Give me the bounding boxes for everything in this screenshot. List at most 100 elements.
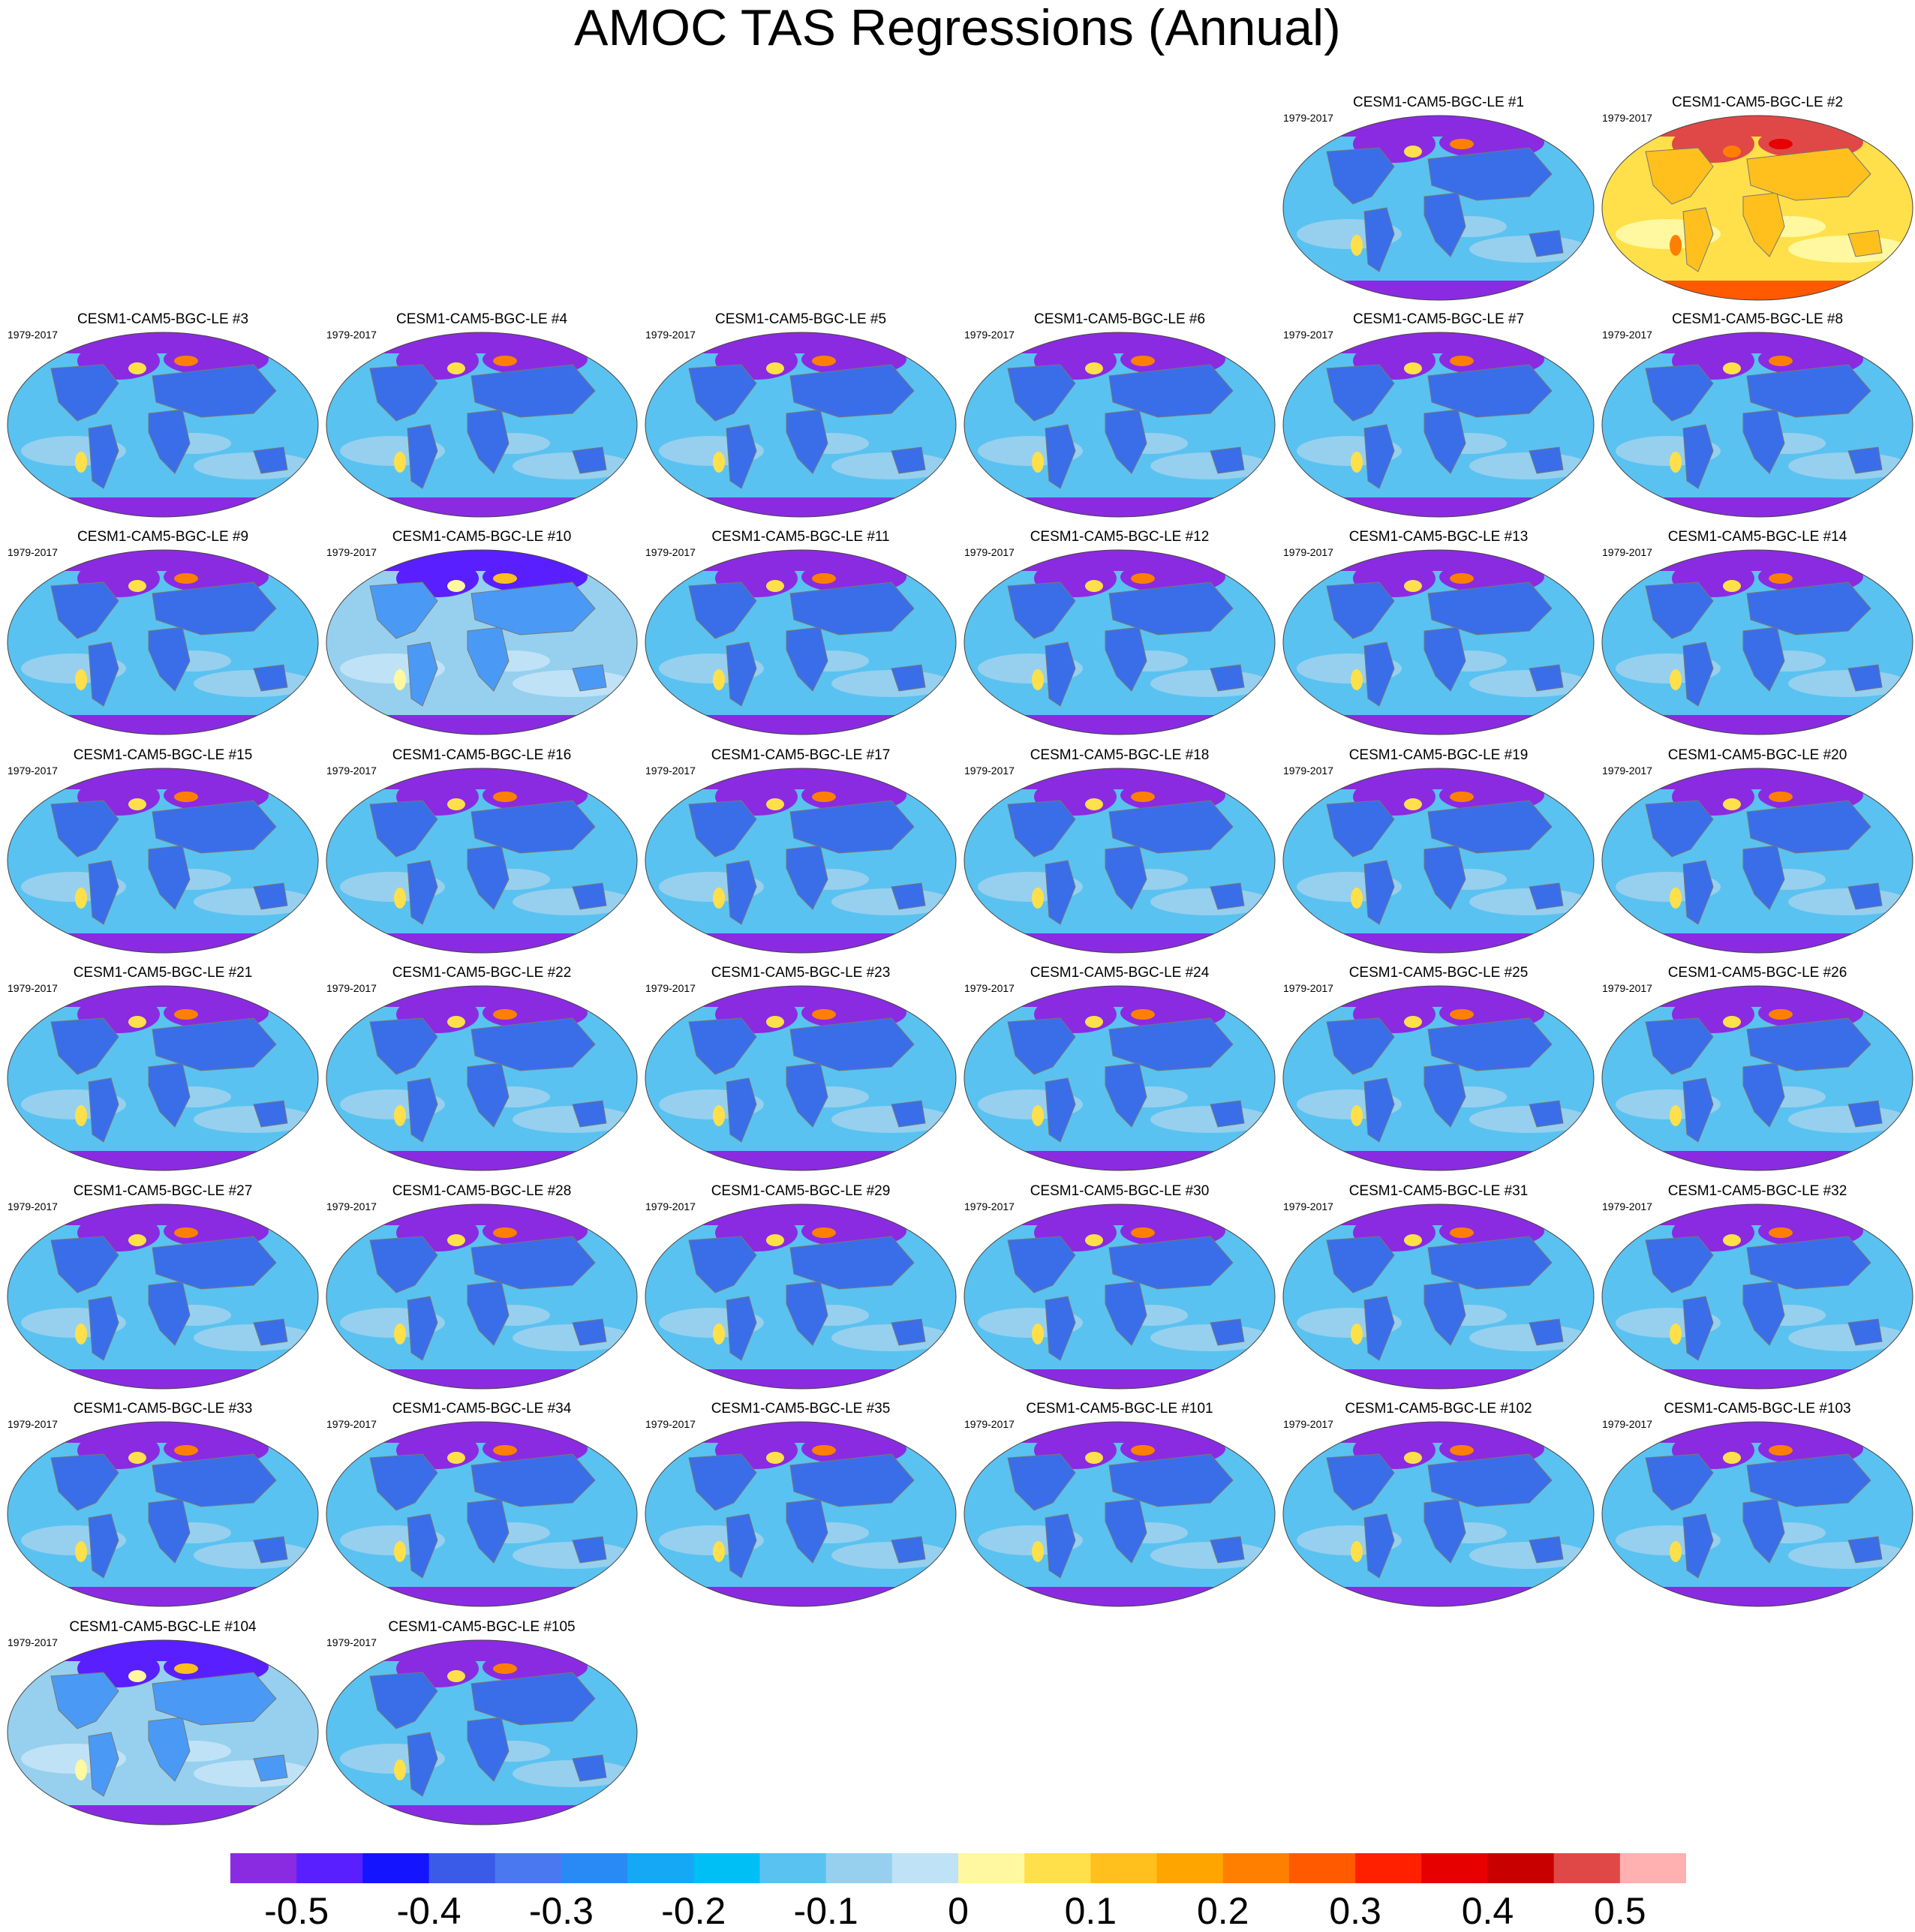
panel-title: CESM1-CAM5-BGC-LE #19 — [1348, 747, 1529, 763]
colorbar-bin — [362, 1853, 430, 1883]
panel-period: 1979-2017 — [8, 764, 58, 777]
world-map — [326, 1421, 638, 1607]
colorbar-tick-label: 0 — [948, 1890, 969, 1932]
map-panel: CESM1-CAM5-BGC-LE #102 1979-2017 — [1282, 1402, 1595, 1623]
map-panel: CESM1-CAM5-BGC-LE #7 1979-2017 — [1282, 311, 1595, 533]
map-panel: CESM1-CAM5-BGC-LE #21 1979-2017 — [6, 966, 320, 1187]
colorbar-tick-label: 0.3 — [1329, 1890, 1381, 1932]
colorbar-bin — [759, 1853, 827, 1883]
panel-title: CESM1-CAM5-BGC-LE #8 — [1671, 311, 1844, 327]
map-panel: CESM1-CAM5-BGC-LE #19 1979-2017 — [1282, 747, 1595, 969]
colorbar-bin — [230, 1853, 297, 1883]
world-map — [1282, 768, 1595, 953]
panel-period: 1979-2017 — [964, 546, 1015, 558]
world-map — [1601, 549, 1913, 735]
panel-title: CESM1-CAM5-BGC-LE #26 — [1667, 965, 1847, 981]
panel-title: CESM1-CAM5-BGC-LE #25 — [1348, 965, 1529, 981]
map-panel: CESM1-CAM5-BGC-LE #11 1979-2017 — [644, 530, 958, 751]
map-panel: CESM1-CAM5-BGC-LE #8 1979-2017 — [1601, 311, 1914, 533]
world-map — [7, 1639, 319, 1825]
world-map — [326, 332, 638, 517]
map-panel: CESM1-CAM5-BGC-LE #18 1979-2017 — [963, 747, 1276, 969]
panel-title: CESM1-CAM5-BGC-LE #21 — [73, 965, 253, 981]
world-map — [1601, 1203, 1913, 1389]
colorbar-bin — [1090, 1853, 1158, 1883]
colorbar-tick-label: -0.2 — [661, 1890, 726, 1932]
panel-title: CESM1-CAM5-BGC-LE #30 — [1030, 1182, 1210, 1199]
map-panel: CESM1-CAM5-BGC-LE #34 1979-2017 — [325, 1402, 639, 1623]
panel-title: CESM1-CAM5-BGC-LE #35 — [711, 1401, 891, 1417]
panel-period: 1979-2017 — [1283, 1418, 1333, 1430]
colorbar-bin — [495, 1853, 562, 1883]
map-panel: CESM1-CAM5-BGC-LE #25 1979-2017 — [1282, 966, 1595, 1187]
colorbar-tick-label: -0.3 — [528, 1890, 594, 1932]
map-panel: CESM1-CAM5-BGC-LE #26 1979-2017 — [1601, 966, 1914, 1187]
map-panel: CESM1-CAM5-BGC-LE #23 1979-2017 — [644, 966, 958, 1187]
world-map — [645, 549, 957, 735]
panel-period: 1979-2017 — [326, 1418, 377, 1430]
panel-period: 1979-2017 — [8, 1418, 58, 1430]
colorbar-bin — [1024, 1853, 1091, 1883]
panel-title: CESM1-CAM5-BGC-LE #2 — [1671, 95, 1844, 110]
panel-period: 1979-2017 — [1602, 1200, 1652, 1212]
colorbar-bin — [561, 1853, 628, 1883]
colorbar-tick-label: 0.1 — [1064, 1890, 1117, 1932]
colorbar-tick-label: 0.5 — [1594, 1890, 1646, 1932]
colorbar-bin — [693, 1853, 760, 1883]
world-map — [1601, 768, 1913, 953]
map-panel: CESM1-CAM5-BGC-LE #1 1979-2017 — [1282, 95, 1595, 317]
map-panel: CESM1-CAM5-BGC-LE #24 1979-2017 — [963, 966, 1276, 1187]
world-map — [326, 768, 638, 953]
colorbar-tick-labels: -0.5 -0.4 -0.3 -0.2 -0.1 0 0.1 0.2 0.3 0.4 0.5 — [230, 1891, 1686, 1932]
panel-title: CESM1-CAM5-BGC-LE #11 — [711, 529, 890, 545]
map-panel: CESM1-CAM5-BGC-LE #30 1979-2017 — [963, 1182, 1276, 1405]
panel-period: 1979-2017 — [1283, 112, 1333, 124]
panel-period: 1979-2017 — [645, 328, 696, 341]
world-map — [964, 1203, 1276, 1389]
panel-period: 1979-2017 — [326, 328, 377, 341]
map-panel: CESM1-CAM5-BGC-LE #13 1979-2017 — [1282, 530, 1595, 751]
colorbar-bin — [825, 1853, 893, 1883]
world-map — [1601, 1421, 1913, 1607]
map-panel: CESM1-CAM5-BGC-LE #101 1979-2017 — [963, 1402, 1276, 1623]
panel-period: 1979-2017 — [964, 1418, 1015, 1430]
colorbar-bin — [958, 1853, 1025, 1883]
colorbar-bin — [428, 1853, 496, 1883]
panel-title: CESM1-CAM5-BGC-LE #31 — [1348, 1182, 1529, 1199]
figure-title: AMOC TAS Regressions (Annual) — [574, 0, 1341, 56]
panel-title: CESM1-CAM5-BGC-LE #24 — [1030, 965, 1210, 981]
panel-period: 1979-2017 — [1602, 328, 1652, 341]
panel-title: CESM1-CAM5-BGC-LE #18 — [1030, 747, 1210, 763]
panel-period: 1979-2017 — [964, 764, 1015, 777]
colorbar — [230, 1853, 1686, 1883]
panel-period: 1979-2017 — [1283, 328, 1333, 341]
world-map — [326, 1639, 638, 1825]
world-map — [7, 1203, 319, 1389]
panel-title: CESM1-CAM5-BGC-LE #16 — [392, 747, 572, 763]
world-map — [645, 768, 957, 953]
panel-period: 1979-2017 — [964, 328, 1015, 341]
world-map — [1601, 985, 1913, 1171]
panel-title: CESM1-CAM5-BGC-LE #104 — [69, 1618, 257, 1635]
colorbar-bin — [627, 1853, 694, 1883]
panel-title: CESM1-CAM5-BGC-LE #103 — [1664, 1401, 1851, 1417]
panel-period: 1979-2017 — [964, 982, 1015, 994]
panel-period: 1979-2017 — [1283, 982, 1333, 994]
colorbar-bin — [1553, 1853, 1621, 1883]
panel-period: 1979-2017 — [8, 546, 58, 558]
world-map — [964, 332, 1276, 517]
world-map — [645, 1203, 957, 1389]
map-panel: CESM1-CAM5-BGC-LE #4 1979-2017 — [325, 311, 639, 533]
map-panel: CESM1-CAM5-BGC-LE #28 1979-2017 — [325, 1183, 639, 1405]
map-panel: CESM1-CAM5-BGC-LE #6 1979-2017 — [963, 311, 1276, 533]
map-panel: CESM1-CAM5-BGC-LE #9 1979-2017 — [6, 530, 320, 751]
map-panel: CESM1-CAM5-BGC-LE #3 1979-2017 — [6, 311, 320, 533]
world-map — [1282, 115, 1595, 301]
panel-period: 1979-2017 — [8, 328, 58, 341]
world-map — [7, 768, 319, 953]
panel-period: 1979-2017 — [326, 546, 377, 558]
world-map — [964, 549, 1276, 735]
world-map — [1282, 549, 1595, 735]
colorbar-bin — [1288, 1853, 1356, 1883]
panel-period: 1979-2017 — [8, 982, 58, 994]
